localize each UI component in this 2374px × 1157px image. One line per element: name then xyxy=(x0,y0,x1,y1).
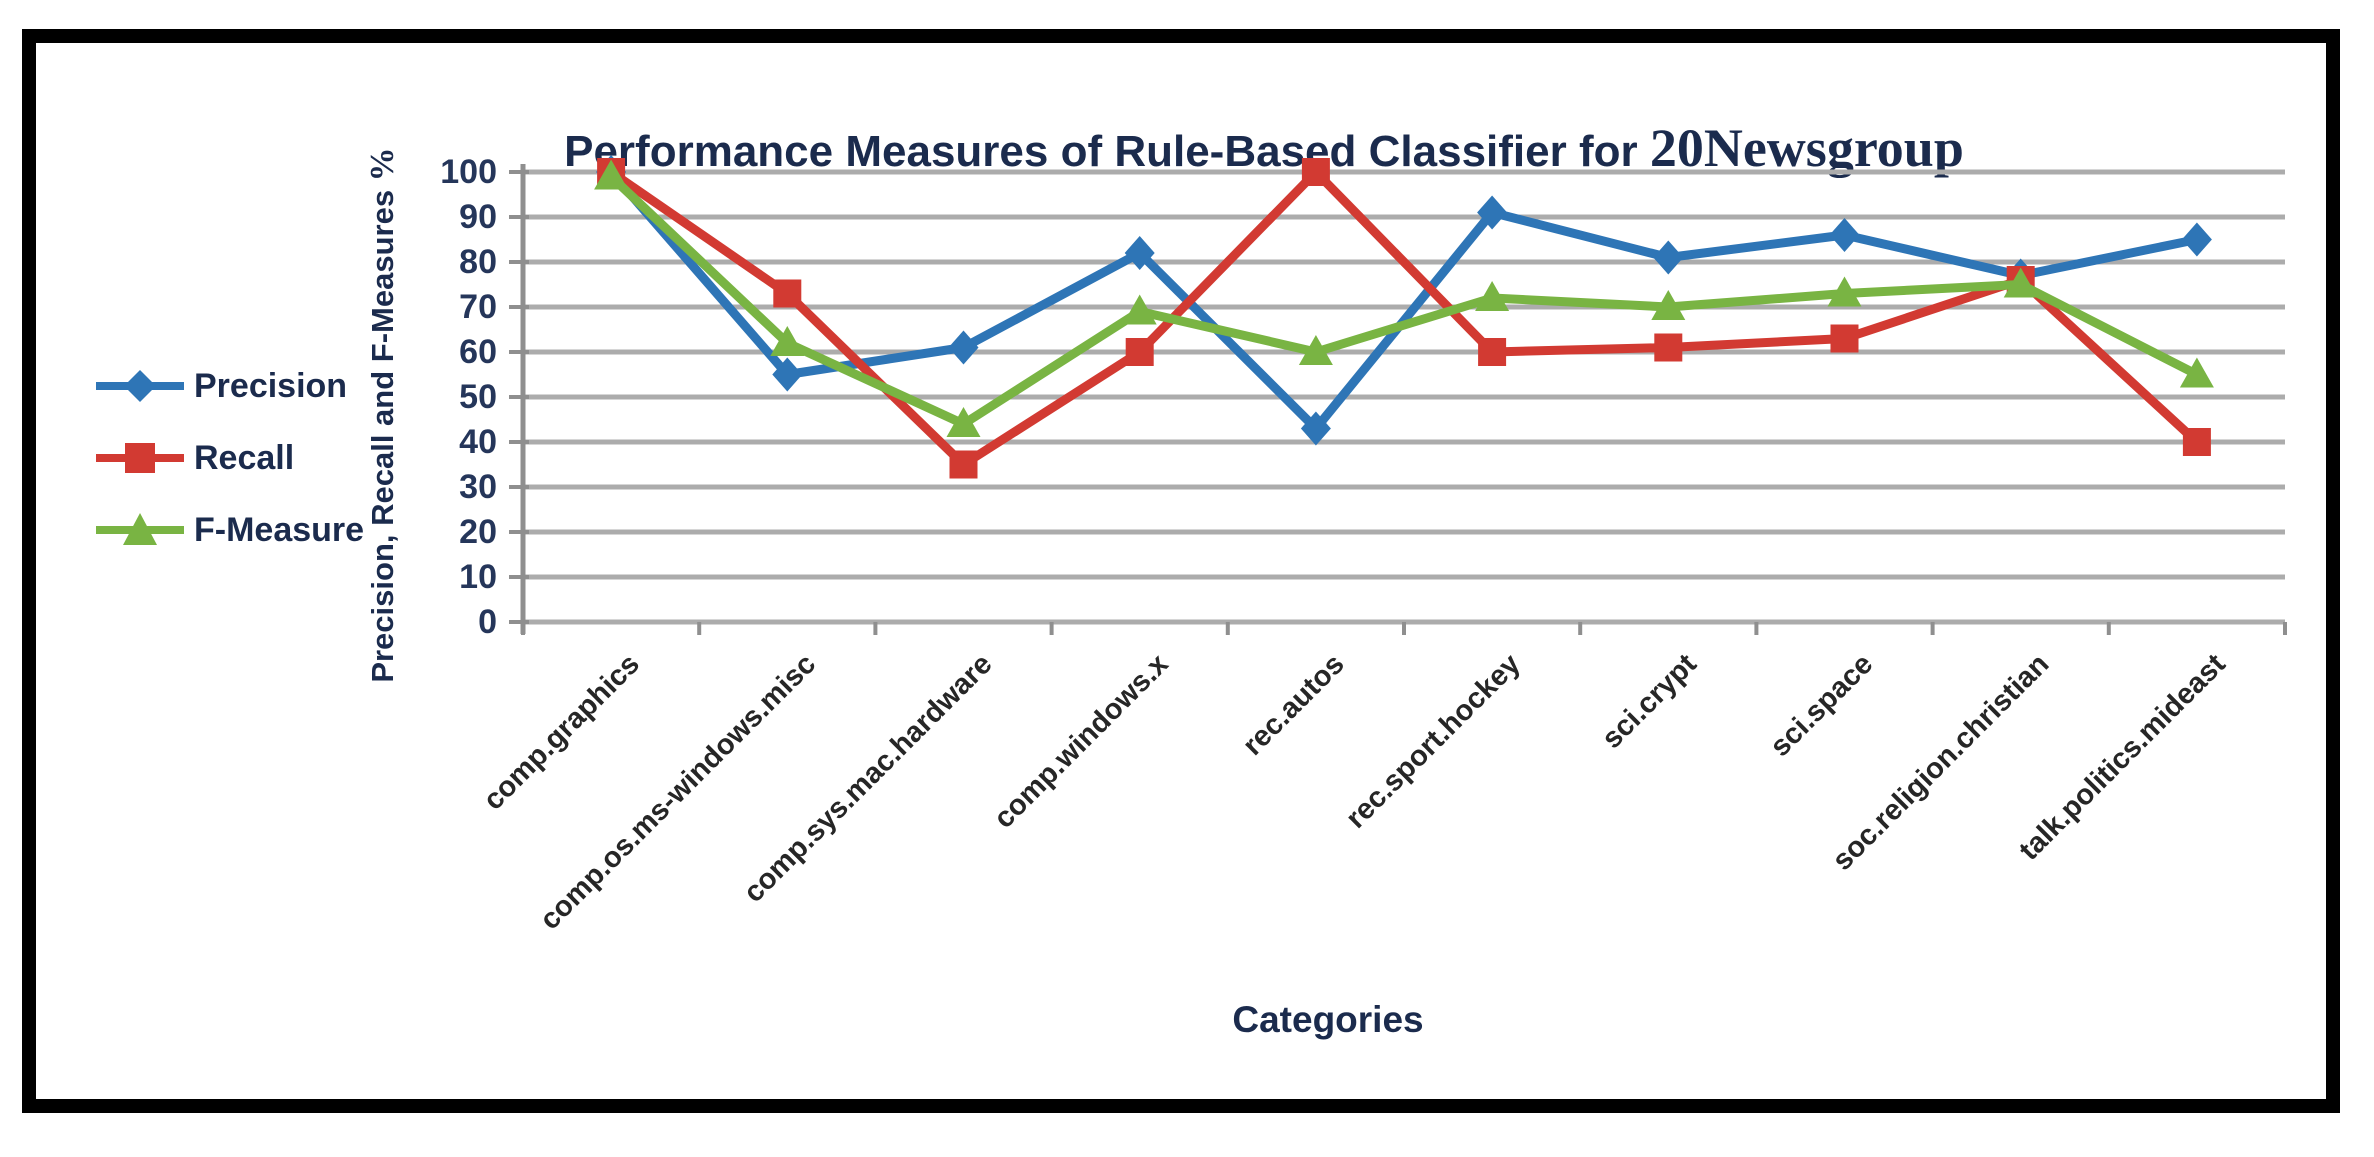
marker-recall-rec.sport.hockey xyxy=(1478,338,1507,366)
marker-f-measure-comp.graphics xyxy=(594,159,629,190)
marker-recall-talk.politics.mideast xyxy=(2182,428,2211,456)
marker-f-measure-soc.religion.christian xyxy=(2003,267,2038,298)
marker-precision-comp.os.ms-windows.misc xyxy=(772,357,803,392)
chart-title: Performance Measures of Rule-Based Class… xyxy=(564,117,1964,179)
marker-precision-rec.autos xyxy=(1300,411,1331,446)
marker-recall-sci.space xyxy=(1830,324,1859,353)
y-tick-label-70: 70 xyxy=(459,288,497,326)
x-axis-title: Categories xyxy=(1232,999,1424,1040)
legend-item-fmeasure: F-Measure xyxy=(94,509,364,551)
recall-legend-marker-icon xyxy=(96,443,184,473)
y-tick-label-40: 40 xyxy=(459,423,497,461)
marker-precision-sci.space xyxy=(1829,218,1860,252)
marker-f-measure-comp.os.ms-windows.misc xyxy=(770,326,805,356)
y-tick-label-20: 20 xyxy=(459,513,497,551)
y-tick-label-0: 0 xyxy=(478,603,497,641)
marker-precision-sci.crypt xyxy=(1653,240,1684,275)
legend-label-recall: Recall xyxy=(194,438,295,477)
y-tick-label-10: 10 xyxy=(459,558,497,596)
y-tick-label-50: 50 xyxy=(459,378,497,416)
legend-item-recall: Recall xyxy=(94,437,364,479)
y-tick-label-30: 30 xyxy=(459,468,497,506)
f-measure-legend-marker-icon xyxy=(96,513,184,545)
series-line-f-measure xyxy=(606,172,2202,429)
y-tick-label-60: 60 xyxy=(459,333,497,371)
chart-legend: Precision Recall F-Measure xyxy=(94,365,364,581)
marker-precision-comp.windows.x xyxy=(1124,236,1155,270)
y-tick-label-90: 90 xyxy=(459,198,497,236)
marker-f-measure-sci.crypt xyxy=(1651,290,1686,320)
marker-recall-rec.autos xyxy=(1301,158,1330,186)
marker-f-measure-comp.sys.mac.hardware xyxy=(946,407,981,437)
marker-f-measure-rec.autos xyxy=(1298,335,1333,365)
marker-precision-rec.sport.hockey xyxy=(1477,195,1508,230)
legend-item-precision: Precision xyxy=(94,365,364,407)
marker-f-measure-talk.politics.mideast xyxy=(2179,357,2214,388)
marker-f-measure-comp.windows.x xyxy=(1122,294,1157,325)
legend-label-fmeasure: F-Measure xyxy=(194,510,365,549)
legend-label-precision: Precision xyxy=(194,366,348,405)
marker-precision-talk.politics.mideast xyxy=(2181,222,2212,257)
y-tick-label-100: 100 xyxy=(440,153,497,191)
marker-f-measure-sci.space xyxy=(1827,276,1862,307)
chart-title-main: Performance Measures of Rule-Based Class… xyxy=(564,127,1650,176)
marker-recall-sci.crypt xyxy=(1654,333,1683,362)
marker-recall-comp.os.ms-windows.misc xyxy=(773,279,802,308)
marker-recall-comp.windows.x xyxy=(1125,338,1154,366)
marker-recall-comp.sys.mac.hardware xyxy=(949,450,978,479)
marker-f-measure-rec.sport.hockey xyxy=(1475,281,1510,311)
figure-border-frame: Performance Measures of Rule-Based Class… xyxy=(22,29,2340,1113)
marker-precision-comp.sys.mac.hardware xyxy=(948,330,979,365)
y-tick-label-80: 80 xyxy=(459,243,497,281)
precision-legend-marker-icon xyxy=(96,370,184,402)
chart-title-dataset: 20Newsgroup xyxy=(1649,118,1964,178)
